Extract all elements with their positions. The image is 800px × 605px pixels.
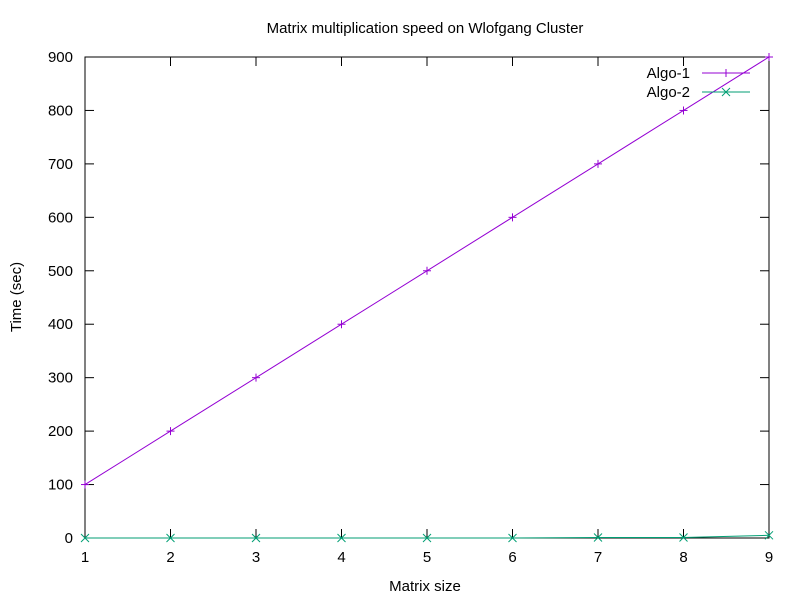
data-point-series-2 <box>80 533 90 543</box>
y-tick-label: 400 <box>48 316 73 333</box>
x-tick-label: 9 <box>765 549 773 566</box>
y-tick-label: 300 <box>48 370 73 387</box>
y-tick-label: 600 <box>48 209 73 226</box>
y-tick-label: 0 <box>65 530 73 547</box>
axes-layer: 1 2 3 4 5 6 7 8 9 0 100 200 300 400 500 600 700 800 900 <box>48 49 773 566</box>
x-tick-label: 3 <box>252 549 260 566</box>
data-point-series-1 <box>423 266 431 275</box>
data-point-series-1 <box>679 106 688 115</box>
data-point-series-2 <box>337 533 346 543</box>
y-tick-label: 500 <box>48 263 73 280</box>
chart-title: Matrix multiplication speed on Wlofgang … <box>267 20 584 37</box>
data-point-series-1 <box>81 480 89 489</box>
x-tick-label: 4 <box>337 549 345 566</box>
marker-stroke <box>593 533 603 542</box>
series-layer <box>80 53 774 543</box>
legend-label-1: Algo-1 <box>647 65 690 82</box>
data-point-series-2 <box>251 533 261 543</box>
x-tick-label: 7 <box>594 549 602 566</box>
data-point-series-2 <box>166 533 175 543</box>
data-point-series-2 <box>422 533 432 543</box>
marker-stroke <box>337 533 346 543</box>
legend-marker-1 <box>722 69 730 77</box>
marker-stroke <box>679 533 688 542</box>
y-tick-label: 200 <box>48 423 73 440</box>
plot-frame <box>84 56 770 539</box>
marker-stroke <box>166 533 175 543</box>
y-tick-label: 100 <box>48 477 73 494</box>
data-point-series-1 <box>508 213 517 222</box>
y-tick-label: 700 <box>48 156 73 173</box>
x-tick-label: 2 <box>166 549 174 566</box>
legend-label-2: Algo-2 <box>647 84 690 101</box>
data-point-series-1 <box>252 373 260 382</box>
data-point-series-1 <box>594 159 602 168</box>
data-point-series-1 <box>337 320 346 329</box>
x-axis-label: Matrix size <box>389 578 461 595</box>
marker-stroke <box>508 533 517 543</box>
data-point-series-2 <box>593 533 603 542</box>
y-tick-label: 900 <box>48 49 73 66</box>
marker-stroke <box>251 533 261 543</box>
data-point-series-2 <box>764 530 774 540</box>
data-point-series-2 <box>679 533 688 542</box>
x-tick-label: 6 <box>508 549 516 566</box>
marker-stroke <box>764 530 774 540</box>
marker-stroke <box>80 533 90 543</box>
x-tick-label: 1 <box>81 549 89 566</box>
marker-stroke <box>422 533 432 543</box>
legend: Algo-1 Algo-2 <box>647 65 750 101</box>
data-point-series-2 <box>508 533 517 543</box>
legend-marker-2 <box>721 87 731 97</box>
data-point-series-1 <box>166 427 175 436</box>
data-point-series-1 <box>765 53 773 61</box>
x-tick-label: 8 <box>679 549 687 566</box>
y-axis-label: Time (sec) <box>8 262 25 332</box>
y-tick-label: 800 <box>48 102 73 119</box>
marker-stroke <box>721 87 731 97</box>
x-tick-label: 5 <box>423 549 431 566</box>
